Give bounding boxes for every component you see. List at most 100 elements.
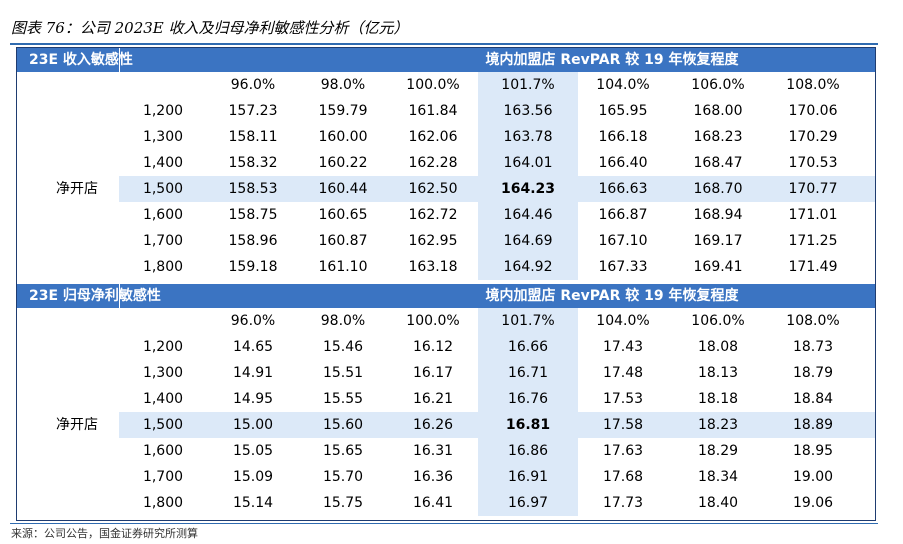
table-row: 1,300 14.91 15.51 16.17 16.71 17.48 18.13 18.79 xyxy=(17,360,875,386)
table-cell: 18.79 xyxy=(792,365,834,381)
table-cell: 18.73 xyxy=(792,339,834,355)
table-cell: 169.17 xyxy=(693,233,743,249)
table-cell: 15.09 xyxy=(232,469,274,485)
table-row: 1,600 158.75 160.65 162.72 164.46 166.87 168.9… xyxy=(17,202,875,228)
table-cell: 15.75 xyxy=(322,495,364,511)
table-cell: 171.01 xyxy=(788,207,838,223)
table-cell: 19.00 xyxy=(792,469,834,485)
table-cell: 15.00 xyxy=(232,417,274,433)
footer-rule xyxy=(10,523,878,524)
table-cell: 161.10 xyxy=(318,259,368,275)
base-case-cell: 164.23 xyxy=(500,181,556,197)
column-group-label: 境内加盟店 RevPAR 较 19 年恢复程度 xyxy=(485,288,739,304)
table-cell: 166.63 xyxy=(598,181,648,197)
row-header: 1,400 xyxy=(142,155,184,171)
table-cell: 170.06 xyxy=(788,103,838,119)
row-header: 1,300 xyxy=(142,365,184,381)
table-cell: 158.75 xyxy=(228,207,278,223)
table-cell: 16.91 xyxy=(507,469,549,485)
table-cell: 166.87 xyxy=(598,207,648,223)
table-cell: 17.73 xyxy=(602,495,644,511)
column-header: 100.0% xyxy=(406,313,460,329)
table-row: 1,800 159.18 161.10 163.18 164.92 167.33 169.4… xyxy=(17,254,875,280)
table-cell: 16.86 xyxy=(507,443,549,459)
table-cell: 16.41 xyxy=(412,495,454,511)
table-cell: 16.31 xyxy=(412,443,454,459)
row-header: 1,300 xyxy=(142,129,184,145)
row-header: 1,200 xyxy=(142,103,184,119)
table-cell: 158.32 xyxy=(228,155,278,171)
column-header: 108.0% xyxy=(786,313,840,329)
table-cell: 168.47 xyxy=(693,155,743,171)
column-group-label: 境内加盟店 RevPAR 较 19 年恢复程度 xyxy=(485,52,739,68)
row-header: 1,600 xyxy=(142,207,184,223)
table-cell: 16.21 xyxy=(412,391,454,407)
row-header: 1,500 xyxy=(142,181,184,197)
table-cell: 158.53 xyxy=(228,181,278,197)
table-row: 1,300 158.11 160.00 162.06 163.78 166.18 168.2… xyxy=(17,124,875,150)
table-cell: 158.11 xyxy=(228,129,278,145)
section-label: 23E 归母净利敏感性 xyxy=(29,288,161,304)
row-header: 1,600 xyxy=(142,443,184,459)
table-cell: 167.10 xyxy=(598,233,648,249)
table-frame xyxy=(16,47,876,521)
table-cell: 14.91 xyxy=(232,365,274,381)
column-header: 104.0% xyxy=(596,77,650,93)
table-cell: 18.29 xyxy=(697,443,739,459)
table-cell: 15.65 xyxy=(322,443,364,459)
table-cell: 162.72 xyxy=(408,207,458,223)
table-cell: 16.17 xyxy=(412,365,454,381)
table-cell: 158.96 xyxy=(228,233,278,249)
highlight-row xyxy=(119,176,875,202)
section-header-band: 23E 收入敏感性 境内加盟店 RevPAR 较 19 年恢复程度 xyxy=(17,48,875,72)
table-cell: 168.70 xyxy=(693,181,743,197)
band-divider xyxy=(119,284,120,308)
table-cell: 17.58 xyxy=(602,417,644,433)
table-row: 1,600 15.05 15.65 16.31 16.86 17.63 18.29 18.95 xyxy=(17,438,875,464)
column-header: 106.0% xyxy=(691,313,745,329)
row-group-label: 净开店 xyxy=(56,181,98,197)
table-cell: 164.46 xyxy=(503,207,553,223)
table-cell: 15.51 xyxy=(322,365,364,381)
table-cell: 15.55 xyxy=(322,391,364,407)
table-cell: 18.34 xyxy=(697,469,739,485)
table-cell: 16.26 xyxy=(412,417,454,433)
table-cell: 18.95 xyxy=(792,443,834,459)
band-divider xyxy=(119,48,120,72)
table-cell: 169.41 xyxy=(693,259,743,275)
table-cell: 18.13 xyxy=(697,365,739,381)
highlight-row xyxy=(119,412,875,438)
table-cell: 170.29 xyxy=(788,129,838,145)
column-header: 96.0% xyxy=(230,313,276,329)
row-header: 1,400 xyxy=(142,391,184,407)
table-cell: 16.97 xyxy=(507,495,549,511)
table-cell: 160.87 xyxy=(318,233,368,249)
table-cell: 171.49 xyxy=(788,259,838,275)
table-cell: 162.06 xyxy=(408,129,458,145)
table-row: 1,700 15.09 15.70 16.36 16.91 17.68 18.34 19.00 xyxy=(17,464,875,490)
column-header-row: 96.0% 98.0% 100.0% 101.7% 104.0% 106.0% 108.0% xyxy=(17,72,875,98)
section-label: 23E 收入敏感性 xyxy=(29,52,133,68)
table-cell: 164.01 xyxy=(503,155,553,171)
column-header: 100.0% xyxy=(406,77,460,93)
row-header: 1,500 xyxy=(142,417,184,433)
table-cell: 162.28 xyxy=(408,155,458,171)
table-cell: 16.36 xyxy=(412,469,454,485)
table-cell: 162.95 xyxy=(408,233,458,249)
table-cell: 18.08 xyxy=(697,339,739,355)
column-header: 98.0% xyxy=(320,313,366,329)
table-cell: 18.89 xyxy=(792,417,834,433)
row-header: 1,800 xyxy=(142,495,184,511)
table-cell: 15.14 xyxy=(232,495,274,511)
table-cell: 164.69 xyxy=(503,233,553,249)
table-row: 1,800 15.14 15.75 16.41 16.97 17.73 18.40 19.06 xyxy=(17,490,875,516)
column-header-row: 96.0% 98.0% 100.0% 101.7% 104.0% 106.0% 108.0% xyxy=(17,308,875,334)
table-cell: 162.50 xyxy=(408,181,458,197)
table-row: 1,700 158.96 160.87 162.95 164.69 167.10 169.1… xyxy=(17,228,875,254)
net-profit-sensitivity-table: 23E 归母净利敏感性 境内加盟店 RevPAR 较 19 年恢复程度 96.0% 9… xyxy=(17,284,875,542)
figure-title: 图表 76：公司 2023E 收入及归母净利敏感性分析（亿元） xyxy=(11,19,409,37)
table-cell: 17.53 xyxy=(602,391,644,407)
source-note: 来源：公司公告，国金证券研究所测算 xyxy=(11,527,198,540)
table-cell: 18.18 xyxy=(697,391,739,407)
table-cell: 16.76 xyxy=(507,391,549,407)
